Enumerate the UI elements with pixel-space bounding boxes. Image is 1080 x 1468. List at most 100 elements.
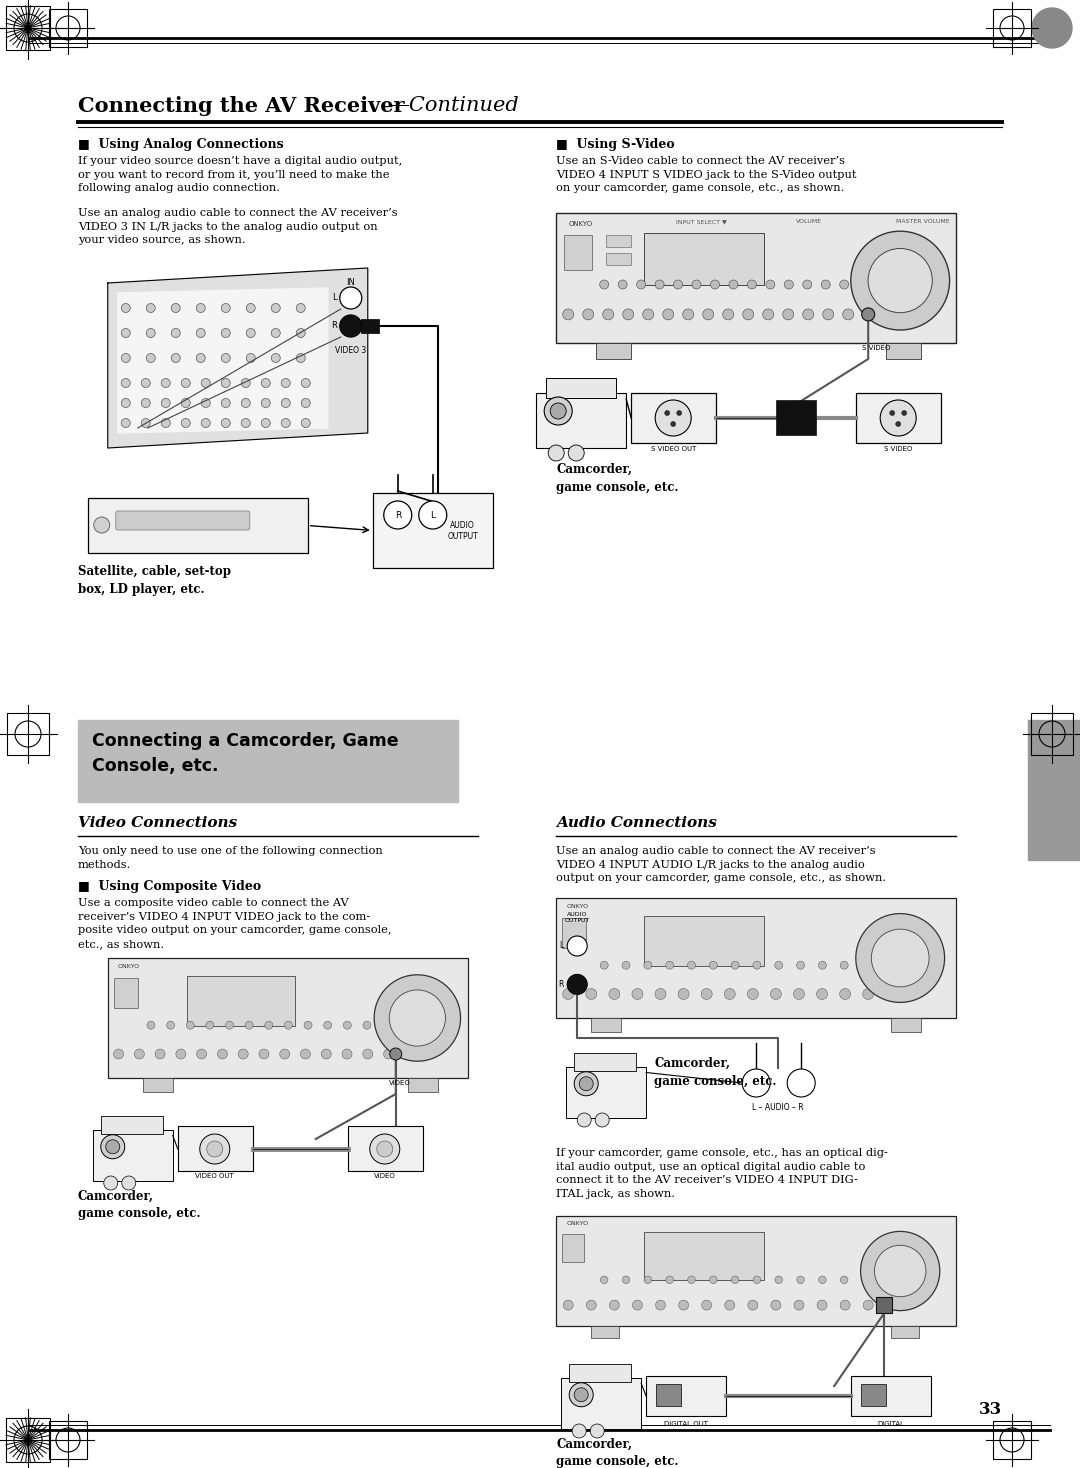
- Circle shape: [340, 316, 362, 338]
- Circle shape: [890, 411, 894, 415]
- Bar: [563, 1235, 584, 1262]
- Circle shape: [563, 988, 573, 1000]
- Circle shape: [747, 280, 756, 289]
- Circle shape: [618, 280, 627, 289]
- Circle shape: [296, 329, 306, 338]
- Text: Use an analog audio cable to connect the AV receiver’s
VIDEO 3 IN L/R jacks to t: Use an analog audio cable to connect the…: [78, 208, 397, 245]
- Circle shape: [106, 1139, 120, 1154]
- Text: S VIDEO: S VIDEO: [862, 345, 890, 351]
- Circle shape: [261, 379, 270, 388]
- Bar: [143, 1078, 173, 1092]
- Circle shape: [186, 1022, 194, 1029]
- Bar: [1028, 719, 1080, 860]
- Bar: [8, 713, 49, 755]
- Bar: [606, 235, 631, 247]
- Circle shape: [176, 1050, 186, 1058]
- Circle shape: [550, 404, 566, 418]
- Circle shape: [595, 1113, 609, 1127]
- Circle shape: [622, 962, 630, 969]
- Circle shape: [862, 308, 875, 321]
- Circle shape: [221, 304, 230, 313]
- Circle shape: [113, 1050, 123, 1058]
- Circle shape: [622, 1276, 630, 1283]
- Circle shape: [895, 421, 901, 427]
- Circle shape: [201, 418, 211, 427]
- Circle shape: [134, 1050, 145, 1058]
- Circle shape: [623, 308, 634, 320]
- Circle shape: [577, 1113, 591, 1127]
- Text: Satellite, cable, set-top
box, LD player, etc.: Satellite, cable, set-top box, LD player…: [78, 565, 231, 596]
- Circle shape: [197, 354, 205, 363]
- Bar: [851, 1376, 931, 1417]
- Circle shape: [590, 1424, 604, 1439]
- Circle shape: [197, 304, 205, 313]
- Circle shape: [301, 379, 310, 388]
- Circle shape: [802, 308, 813, 320]
- Circle shape: [121, 329, 131, 338]
- Circle shape: [221, 329, 230, 338]
- Circle shape: [265, 1022, 273, 1029]
- Circle shape: [181, 418, 190, 427]
- Circle shape: [609, 1301, 619, 1309]
- Text: VOLUME: VOLUME: [796, 219, 822, 225]
- Circle shape: [666, 1276, 674, 1283]
- Circle shape: [632, 988, 643, 1000]
- Circle shape: [683, 308, 693, 320]
- Circle shape: [281, 379, 291, 388]
- Text: L: L: [333, 294, 337, 302]
- Circle shape: [644, 1276, 651, 1283]
- Circle shape: [863, 988, 874, 1000]
- Bar: [891, 1017, 921, 1032]
- Circle shape: [156, 1050, 165, 1058]
- Text: —Continued: —Continued: [388, 95, 518, 115]
- Polygon shape: [108, 269, 368, 448]
- Circle shape: [725, 1301, 734, 1309]
- Bar: [566, 1067, 646, 1119]
- Circle shape: [731, 962, 739, 969]
- Circle shape: [563, 308, 573, 320]
- Circle shape: [121, 354, 131, 363]
- Bar: [644, 916, 765, 966]
- Bar: [861, 1384, 887, 1406]
- Circle shape: [753, 1276, 760, 1283]
- Circle shape: [575, 1387, 589, 1402]
- Polygon shape: [118, 288, 327, 433]
- Circle shape: [147, 1022, 154, 1029]
- Circle shape: [181, 379, 190, 388]
- Circle shape: [643, 308, 653, 320]
- Circle shape: [121, 418, 131, 427]
- Text: AUDIO
OUTPUT: AUDIO OUTPUT: [447, 521, 478, 542]
- Text: R: R: [330, 321, 337, 330]
- Circle shape: [141, 398, 150, 408]
- Circle shape: [239, 1050, 248, 1058]
- Text: S VIDEO OUT: S VIDEO OUT: [650, 446, 696, 452]
- Circle shape: [863, 1301, 874, 1309]
- Bar: [644, 1232, 765, 1280]
- Circle shape: [747, 1301, 758, 1309]
- Circle shape: [599, 280, 609, 289]
- Bar: [49, 1421, 87, 1459]
- Bar: [5, 6, 51, 50]
- Circle shape: [197, 1050, 206, 1058]
- Bar: [563, 918, 586, 948]
- Text: R: R: [558, 981, 563, 989]
- Text: Camcorder,
game console, etc.: Camcorder, game console, etc.: [78, 1191, 200, 1220]
- Circle shape: [609, 988, 620, 1000]
- Circle shape: [711, 280, 719, 289]
- Bar: [591, 1017, 621, 1032]
- Circle shape: [703, 308, 714, 320]
- Circle shape: [419, 501, 447, 528]
- Circle shape: [340, 288, 362, 308]
- Circle shape: [271, 329, 281, 338]
- Circle shape: [166, 1022, 175, 1029]
- Circle shape: [775, 1276, 783, 1283]
- Circle shape: [840, 962, 848, 969]
- Circle shape: [246, 329, 255, 338]
- Circle shape: [161, 398, 171, 408]
- Circle shape: [201, 379, 211, 388]
- Circle shape: [902, 411, 907, 415]
- Circle shape: [656, 399, 691, 436]
- Bar: [777, 399, 816, 435]
- Circle shape: [121, 398, 131, 408]
- Bar: [993, 1421, 1031, 1459]
